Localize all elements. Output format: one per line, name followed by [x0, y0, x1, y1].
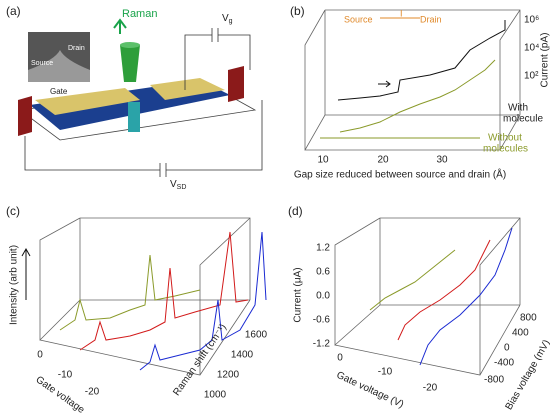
- raman-tick-label: 1000: [204, 390, 227, 401]
- y-tick-label: 0.0: [316, 291, 330, 302]
- panel-label: (c): [6, 204, 20, 218]
- vsd-sub: SD: [177, 184, 187, 191]
- with-label: molecule: [503, 114, 543, 125]
- axes-box: [304, 9, 521, 151]
- inset-drain: Drain: [68, 45, 85, 52]
- y-tick-label: 1.2: [316, 243, 330, 254]
- drain-electrode: [150, 78, 225, 100]
- axes-box: [39, 217, 251, 376]
- clamp-left: [18, 96, 32, 136]
- axes-box: [334, 217, 521, 376]
- gate-tick-label: 0: [37, 350, 43, 361]
- bias-tick-label: 400: [512, 328, 529, 339]
- spectrum-red: [79, 231, 249, 351]
- objective-top: [120, 42, 140, 48]
- raman-tick-label: 1600: [245, 330, 268, 341]
- without-label: Without: [488, 133, 522, 144]
- y-axis-label: Current (μA): [293, 267, 304, 322]
- y-tick-label: -1.2: [313, 339, 331, 350]
- spectrum-blue: [139, 231, 267, 371]
- panel-label: (d): [288, 204, 303, 218]
- panel-label: (b): [290, 4, 305, 18]
- x-tick-label: 10: [317, 155, 329, 166]
- with-molecule-curve: [337, 20, 506, 101]
- raman-label: Raman: [122, 8, 157, 20]
- x-tick-label: 20: [377, 155, 389, 166]
- panel-d: (d) 1.2 0.6 0.0 -0.6 -1.2 Current (μA) 0…: [288, 204, 550, 412]
- panel-c: (c) Intensity (arb unit) 0 -10 -20 Gate …: [6, 204, 268, 415]
- inset-gate: Gate: [50, 87, 68, 96]
- y-axis-label: Intensity (arb unit): [9, 245, 20, 325]
- without-label: molecules: [483, 144, 528, 155]
- iv-blue: [419, 227, 513, 366]
- y-tick-label: 10⁶: [524, 15, 539, 26]
- y-tick-label: 10⁴: [524, 43, 539, 54]
- gate-tick-label: -20: [85, 387, 100, 398]
- x-tick-label: 30: [436, 155, 448, 166]
- y-tick-label: -0.6: [313, 315, 331, 326]
- bias-tick-label: 0: [504, 343, 510, 354]
- vg-main: V: [222, 13, 229, 24]
- gate-tick-label: 0: [337, 353, 343, 364]
- gate-tick-label: -10: [378, 367, 393, 378]
- inset-current: I: [400, 8, 403, 18]
- sem-electrodes: [28, 50, 90, 82]
- intensity-arrow: [21, 247, 31, 300]
- iv-olive: [369, 249, 456, 311]
- gate-axis-label: Gate voltage (V): [335, 370, 406, 411]
- y-tick-label: 10²: [524, 71, 539, 82]
- x-axis-label: Gap size reduced between source and drai…: [294, 168, 506, 181]
- source-electrode: [35, 88, 140, 115]
- panel-label: (a): [6, 4, 21, 18]
- bias-tick-label: -400: [494, 358, 514, 369]
- panel-b: (b) Source I Drain 10⁶ 10⁴ 10² Current (…: [290, 4, 550, 180]
- gate-circuit: [184, 28, 251, 90]
- intermediate-curve: [339, 59, 496, 133]
- inset-source: Source: [344, 14, 373, 24]
- vsd-main: V: [170, 179, 177, 190]
- vg-sub: g: [229, 18, 233, 25]
- sd-circuit: [24, 100, 263, 177]
- iv-red: [397, 239, 491, 341]
- y-tick-label: 0.6: [316, 267, 330, 278]
- inset-source: Source: [31, 60, 53, 67]
- step-arrow: [378, 80, 391, 88]
- clamp-right: [228, 66, 244, 102]
- raman-tick-label: 1400: [231, 350, 254, 361]
- inset-drain: Drain: [420, 14, 442, 24]
- gate-tick-label: -10: [58, 370, 73, 381]
- y-axis-label: Current (pA): [540, 32, 550, 87]
- vg-label: Vg: [222, 13, 233, 25]
- panel-a: (a) Raman Vg VSD Source Drain Gate: [6, 4, 263, 191]
- gate: [128, 102, 140, 132]
- vsd-label: VSD: [170, 179, 186, 191]
- bias-tick-label: -800: [484, 375, 504, 386]
- with-label: With: [508, 103, 528, 114]
- raman-tick-label: 1200: [217, 370, 240, 381]
- gate-tick-label: -20: [423, 383, 438, 394]
- bias-tick-label: 800: [520, 313, 537, 324]
- spectrum-olive: [59, 254, 201, 331]
- bias-axis-label: Bias voltage (mV): [504, 338, 550, 412]
- raman-arrow: [113, 18, 127, 34]
- objective: [120, 45, 140, 82]
